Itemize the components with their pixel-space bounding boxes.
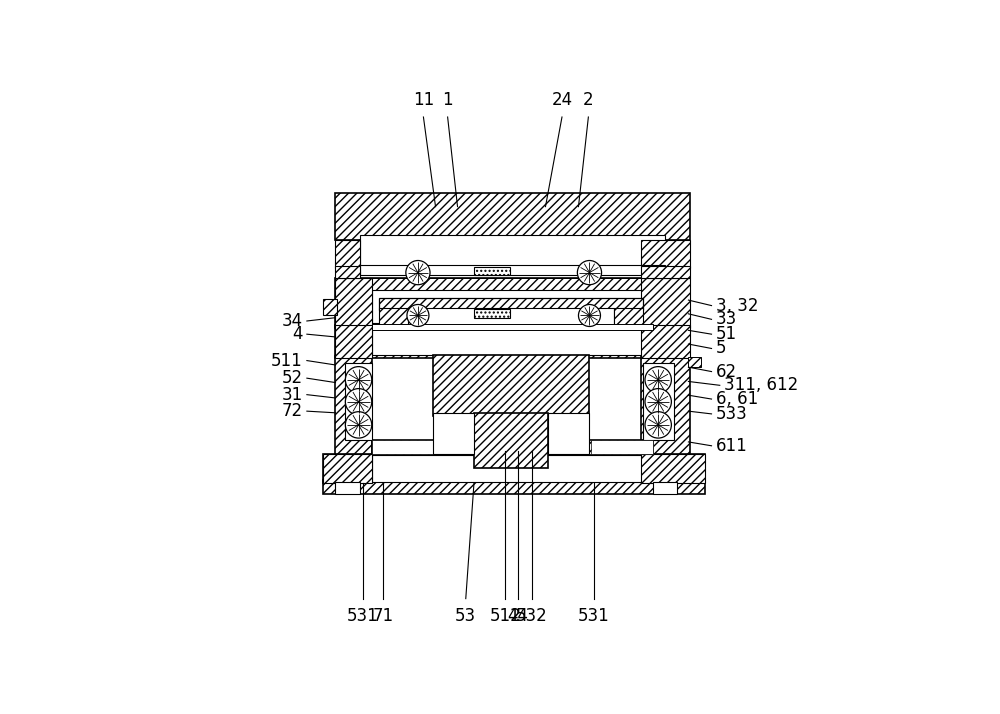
Bar bbox=[323, 299, 337, 316]
Text: 532: 532 bbox=[516, 607, 548, 625]
Bar bbox=[548, 413, 589, 454]
Text: 71: 71 bbox=[373, 607, 394, 625]
Bar bbox=[641, 278, 690, 328]
Circle shape bbox=[407, 304, 429, 326]
Circle shape bbox=[645, 412, 671, 438]
Text: 531: 531 bbox=[578, 607, 610, 625]
Bar bbox=[688, 357, 701, 367]
Bar bbox=[323, 454, 372, 483]
Bar bbox=[379, 298, 643, 310]
Text: 5: 5 bbox=[716, 339, 726, 358]
Text: 53: 53 bbox=[455, 607, 476, 625]
Bar bbox=[643, 363, 674, 441]
Text: 72: 72 bbox=[281, 402, 302, 420]
Text: 24: 24 bbox=[551, 91, 573, 109]
Bar bbox=[335, 266, 360, 278]
Text: 62: 62 bbox=[716, 363, 737, 381]
Bar bbox=[372, 328, 653, 355]
Text: 533: 533 bbox=[716, 405, 748, 423]
Text: 531: 531 bbox=[347, 607, 379, 625]
Bar bbox=[614, 308, 643, 325]
Circle shape bbox=[345, 366, 372, 393]
Text: 6, 61: 6, 61 bbox=[716, 390, 758, 408]
Circle shape bbox=[578, 304, 600, 326]
Bar bbox=[372, 455, 653, 481]
Bar bbox=[335, 325, 690, 358]
Bar bbox=[641, 454, 705, 483]
Bar bbox=[335, 325, 372, 358]
Bar bbox=[323, 480, 705, 493]
Bar bbox=[360, 235, 665, 268]
Text: 511: 511 bbox=[271, 351, 302, 370]
Bar bbox=[360, 266, 665, 276]
Bar bbox=[433, 355, 589, 416]
Bar bbox=[372, 324, 653, 330]
Text: 3, 32: 3, 32 bbox=[716, 296, 758, 315]
Bar bbox=[335, 481, 360, 493]
Text: 311, 612: 311, 612 bbox=[724, 376, 798, 394]
Bar bbox=[653, 481, 677, 493]
Bar bbox=[335, 240, 360, 268]
Bar bbox=[641, 240, 690, 268]
Bar bbox=[474, 309, 510, 318]
Text: 1: 1 bbox=[442, 91, 453, 109]
Text: 512: 512 bbox=[489, 607, 521, 625]
Circle shape bbox=[345, 412, 372, 438]
Text: 34: 34 bbox=[281, 312, 302, 330]
Bar bbox=[433, 413, 474, 454]
Bar bbox=[408, 308, 614, 325]
Text: 51: 51 bbox=[716, 325, 737, 343]
Text: 44: 44 bbox=[507, 607, 528, 625]
Text: 33: 33 bbox=[716, 311, 737, 328]
Bar bbox=[474, 413, 548, 468]
Circle shape bbox=[345, 388, 372, 415]
Text: 11: 11 bbox=[413, 91, 434, 109]
Circle shape bbox=[645, 388, 671, 415]
Bar bbox=[591, 440, 653, 454]
Bar bbox=[641, 356, 690, 454]
Text: 4: 4 bbox=[292, 325, 302, 343]
Text: 2: 2 bbox=[583, 91, 594, 109]
Bar bbox=[372, 440, 653, 455]
Bar bbox=[641, 325, 690, 358]
Bar bbox=[372, 440, 433, 454]
Text: 52: 52 bbox=[281, 369, 302, 387]
Text: 31: 31 bbox=[281, 386, 302, 403]
Bar bbox=[335, 278, 690, 328]
Bar bbox=[323, 454, 705, 483]
Bar bbox=[641, 266, 690, 278]
Bar bbox=[379, 308, 408, 325]
Bar bbox=[345, 363, 372, 441]
Circle shape bbox=[645, 366, 671, 393]
Bar bbox=[335, 193, 690, 240]
Bar bbox=[474, 266, 510, 276]
Text: 611: 611 bbox=[716, 437, 748, 455]
Bar bbox=[335, 278, 372, 328]
Circle shape bbox=[577, 261, 602, 285]
Bar bbox=[372, 290, 653, 323]
Circle shape bbox=[406, 261, 430, 285]
Bar bbox=[335, 356, 372, 454]
